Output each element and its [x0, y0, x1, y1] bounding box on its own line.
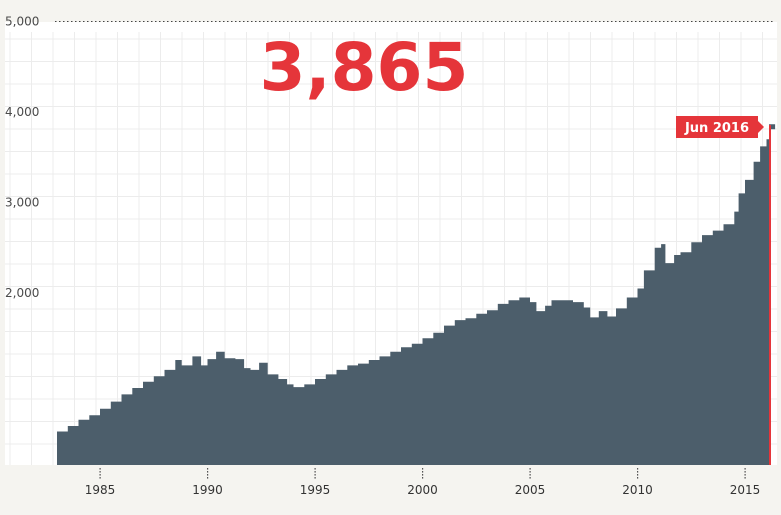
x-tick-mark	[314, 471, 316, 473]
y-tick-label: 2,000	[5, 286, 39, 300]
y-tick-label: 3,000	[5, 196, 39, 210]
x-tick-mark	[207, 471, 209, 473]
x-tick-mark	[744, 471, 746, 473]
headline-value: 3,865	[260, 29, 469, 106]
x-tick-mark	[422, 477, 424, 479]
x-tick-mark	[207, 477, 209, 479]
x-tick-mark	[207, 468, 209, 470]
x-tick-label: 2010	[622, 483, 653, 497]
x-tick-mark	[637, 471, 639, 473]
x-tick-mark	[744, 477, 746, 479]
x-tick-mark	[207, 474, 209, 476]
x-tick-label: 1995	[300, 483, 331, 497]
x-tick-mark	[744, 468, 746, 470]
x-tick-mark	[314, 477, 316, 479]
x-tick-label: 2005	[515, 483, 546, 497]
y-tick-label: 4,000	[5, 105, 39, 119]
x-tick-label: 2000	[407, 483, 438, 497]
x-tick-mark	[99, 468, 101, 470]
x-tick-mark	[637, 474, 639, 476]
marker-flag-label: Jun 2016	[684, 121, 749, 136]
x-tick-mark	[422, 474, 424, 476]
x-tick-label: 1990	[192, 483, 223, 497]
marker-flag-box	[676, 116, 758, 138]
x-tick-label: 2015	[730, 483, 761, 497]
x-tick-mark	[529, 471, 531, 473]
x-tick-mark	[99, 471, 101, 473]
marker-flag: Jun 2016	[676, 116, 764, 138]
x-tick-label: 1985	[85, 483, 116, 497]
x-tick-mark	[99, 474, 101, 476]
axis-layer: 2,000 3,000 4,000 5,000 1985 1990 1995 2000 2005…	[5, 15, 760, 498]
marker-flag-arrow	[758, 121, 764, 133]
x-tick-mark	[314, 474, 316, 476]
x-tick-mark	[529, 468, 531, 470]
x-tick-mark	[529, 477, 531, 479]
x-tick-mark	[529, 474, 531, 476]
y-tick-label: 5,000	[5, 15, 39, 29]
x-tick-mark	[422, 471, 424, 473]
series-layer	[57, 124, 776, 465]
series-area	[57, 124, 776, 465]
x-tick-mark	[744, 474, 746, 476]
x-tick-mark	[99, 477, 101, 479]
x-tick-mark	[422, 468, 424, 470]
x-tick-mark	[637, 477, 639, 479]
x-tick-mark	[314, 468, 316, 470]
x-tick-mark	[637, 468, 639, 470]
